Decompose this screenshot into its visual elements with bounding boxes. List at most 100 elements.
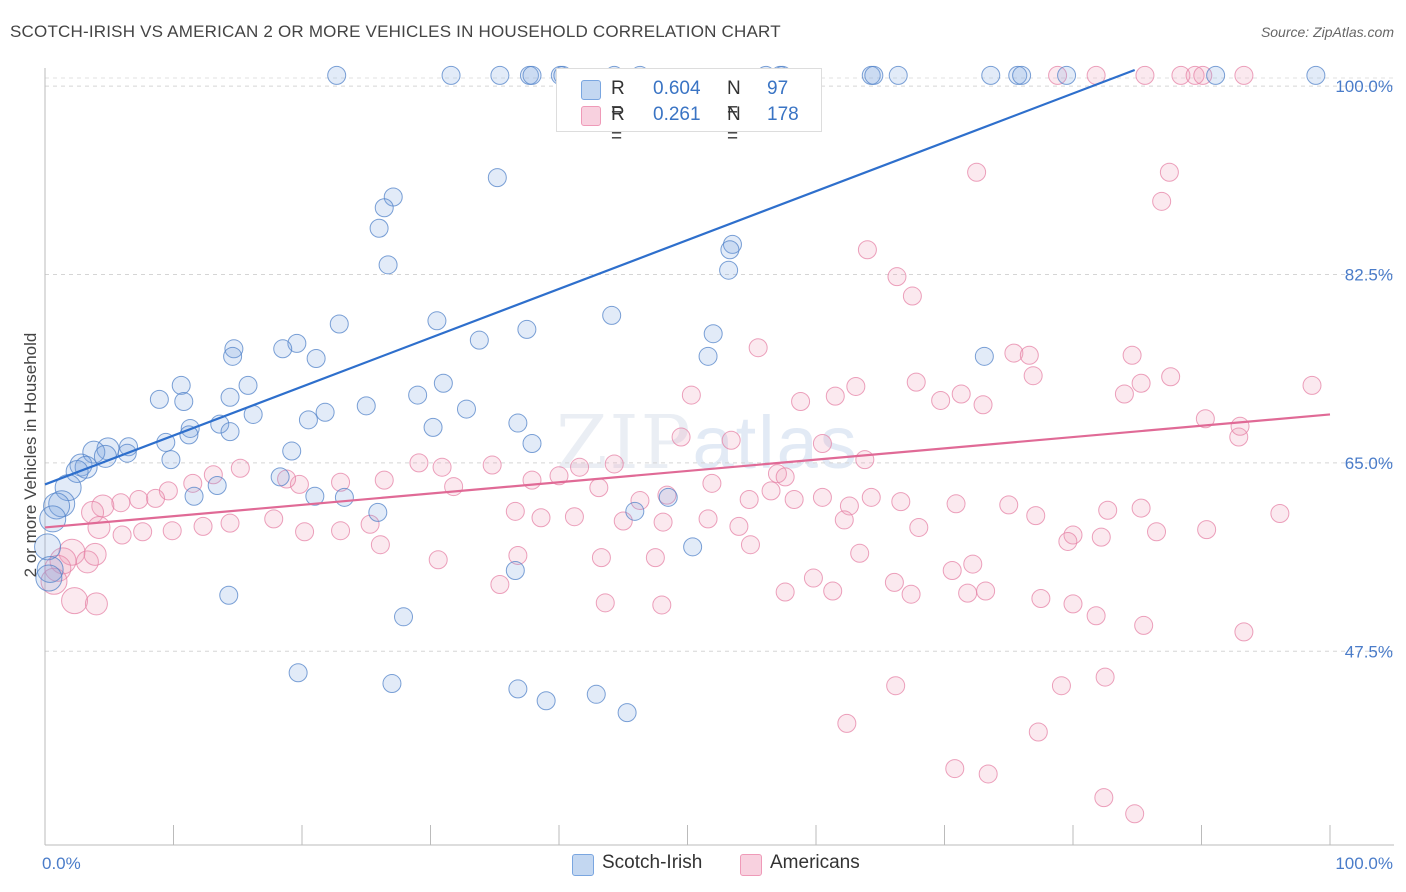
scotch-irish-point <box>270 467 290 487</box>
americans-point <box>803 568 823 588</box>
legend-r-value: 0.261 <box>653 104 701 125</box>
legend-swatch-blue <box>581 80 601 100</box>
scotch-irish-point <box>282 441 302 461</box>
americans-point <box>702 473 722 493</box>
americans-point <box>203 465 223 485</box>
scotch-irish-point <box>315 402 335 422</box>
americans-point <box>891 492 911 512</box>
scotch-irish-point <box>207 475 227 495</box>
americans-point <box>909 517 929 537</box>
americans-point <box>999 495 1019 515</box>
scotch-irish-point <box>238 375 258 395</box>
americans-point <box>1234 622 1254 642</box>
scotch-irish-point <box>1057 65 1077 85</box>
americans-point <box>1028 722 1048 742</box>
americans-point <box>1197 520 1217 540</box>
y-axis-label: 2 or more Vehicles in Household <box>21 333 40 578</box>
americans-point <box>931 390 951 410</box>
americans-point <box>958 583 978 603</box>
scotch-irish-point <box>536 691 556 711</box>
americans-point <box>1094 788 1114 808</box>
americans-point <box>946 494 966 514</box>
americans-point <box>846 376 866 396</box>
scotch-irish-point <box>356 396 376 416</box>
scotch-irish-point <box>48 490 76 518</box>
americans-point <box>951 384 971 404</box>
americans-point <box>1135 65 1155 85</box>
americans-point <box>902 286 922 306</box>
scotch-irish-point <box>625 501 645 521</box>
americans-point <box>83 542 107 566</box>
americans-point <box>1131 373 1151 393</box>
americans-point <box>1095 667 1115 687</box>
americans-trend-line <box>44 413 1331 529</box>
scotch-irish-point <box>1012 65 1032 85</box>
bottom-legend-swatch-blue <box>572 854 594 876</box>
source-label: Source: ZipAtlas.com <box>1260 24 1394 40</box>
scotch-irish-point <box>220 387 240 407</box>
x-tick-label: 0.0% <box>42 854 81 873</box>
americans-point <box>861 487 881 507</box>
americans-point <box>193 516 213 536</box>
scotch-irish-point <box>82 440 106 464</box>
americans-point <box>901 584 921 604</box>
scotch-irish-point <box>508 679 528 699</box>
americans-point <box>1004 343 1024 363</box>
scotch-irish-point <box>223 346 243 366</box>
scotch-irish-point <box>220 422 240 442</box>
americans-point <box>652 595 672 615</box>
americans-point <box>1023 366 1043 386</box>
americans-point <box>1161 367 1181 387</box>
americans-point <box>942 561 962 581</box>
americans-point <box>1152 191 1172 211</box>
americans-point <box>748 338 768 358</box>
americans-point <box>784 489 804 509</box>
americans-point <box>490 575 510 595</box>
scotch-irish-point <box>433 373 453 393</box>
scotch-irish-point <box>508 413 528 433</box>
americans-point <box>40 567 68 595</box>
scotch-irish-point <box>334 487 354 507</box>
americans-point <box>1026 506 1046 526</box>
americans-point <box>653 512 673 532</box>
legend-swatch-pink <box>581 106 601 126</box>
bottom-legend-label: Americans <box>770 852 860 873</box>
y-tick-label: 100.0% <box>1335 77 1393 96</box>
americans-point <box>963 554 983 574</box>
americans-point <box>630 491 650 511</box>
americans-point <box>591 548 611 568</box>
americans-point <box>1063 594 1083 614</box>
americans-point <box>1131 498 1151 518</box>
scotch-irish-point <box>394 607 414 627</box>
scotch-irish-point <box>288 663 308 683</box>
americans-point <box>967 162 987 182</box>
legend-r-value: 0.604 <box>653 78 701 99</box>
trend-lines <box>44 68 1331 529</box>
americans-point <box>505 501 525 521</box>
americans-point <box>146 488 166 508</box>
legend-n-label: N = <box>727 78 741 121</box>
watermark-atlas: atlas <box>692 401 859 484</box>
americans-point <box>220 513 240 533</box>
americans-point <box>522 470 542 490</box>
scotch-irish-point <box>305 486 325 506</box>
americans-point <box>482 455 502 475</box>
americans-point <box>855 450 875 470</box>
americans-point <box>857 240 877 260</box>
americans-point <box>767 464 787 484</box>
americans-point <box>360 514 380 534</box>
americans-point <box>1125 804 1145 824</box>
americans-point <box>739 489 759 509</box>
americans-point <box>825 386 845 406</box>
legend-n-label: N = <box>727 104 741 147</box>
scotch-irish-point <box>368 502 388 522</box>
americans-point <box>681 385 701 405</box>
scotch-irish-point <box>171 375 191 395</box>
grid-lines <box>45 77 1394 652</box>
americans-point <box>331 521 351 541</box>
scotch-irish-point <box>974 346 994 366</box>
y-tick-label: 82.5% <box>1345 266 1393 285</box>
americans-point <box>1270 503 1290 523</box>
scotch-irish-point <box>722 234 742 254</box>
scotch-irish-point <box>456 399 476 419</box>
